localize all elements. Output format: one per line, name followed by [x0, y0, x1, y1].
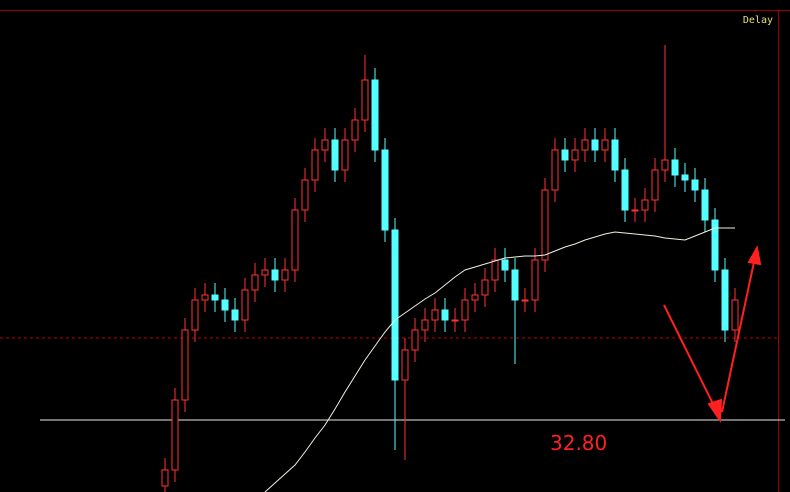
candle-body — [521, 299, 529, 302]
candle-body — [321, 139, 329, 151]
candle-body — [581, 139, 589, 151]
candle-body — [161, 469, 169, 487]
candle-body — [431, 309, 439, 321]
candle-body — [361, 79, 369, 121]
candle-body — [191, 299, 199, 331]
candle-body — [631, 209, 639, 212]
candle-body — [171, 399, 179, 471]
moving-average — [264, 227, 735, 492]
candle-body — [401, 349, 409, 381]
candle-body — [471, 294, 479, 301]
candle-body — [561, 149, 569, 161]
support-label: 32.80 — [550, 431, 607, 455]
candle-body — [281, 269, 289, 281]
candle-body — [301, 179, 309, 211]
candle-body — [381, 149, 389, 231]
candle-body — [241, 289, 249, 321]
candle-body — [661, 159, 669, 171]
candle-body — [721, 269, 729, 331]
candle-body — [501, 259, 509, 271]
arrow-line — [721, 261, 755, 413]
candle-body — [491, 259, 499, 281]
candle-body — [681, 174, 689, 181]
candle-body — [311, 149, 319, 181]
candle-body — [421, 319, 429, 331]
candle-body — [701, 189, 709, 221]
candle-body — [181, 329, 189, 401]
candle-body — [711, 219, 719, 271]
candle-body — [441, 309, 449, 321]
candle-body — [671, 159, 679, 176]
arrows — [663, 245, 762, 424]
candle-body — [291, 209, 299, 271]
candle-body — [571, 149, 579, 161]
candle-body — [221, 299, 229, 311]
candle-body — [611, 139, 619, 171]
candle-body — [351, 119, 359, 141]
candle-body — [271, 269, 279, 281]
candle-body — [731, 299, 739, 331]
candle-body — [391, 229, 399, 381]
candle-body — [601, 139, 609, 151]
candle-body — [511, 269, 519, 301]
candle-body — [251, 274, 259, 291]
candle-body — [551, 149, 559, 191]
candle-body — [371, 79, 379, 151]
candle-body — [461, 299, 469, 321]
arrow-head — [747, 245, 762, 266]
candle-body — [341, 139, 349, 171]
candle-body — [651, 169, 659, 201]
candle-body — [211, 294, 219, 301]
candle-body — [201, 294, 209, 301]
candle-body — [411, 329, 419, 351]
candle-body — [531, 259, 539, 301]
candle-body — [641, 199, 649, 211]
candle-body — [541, 189, 549, 261]
candle-body — [331, 139, 339, 171]
candle-body — [691, 179, 699, 191]
status-label: Delay — [743, 15, 773, 26]
candle-body — [621, 169, 629, 211]
candle-body — [481, 279, 489, 296]
arrow-head — [707, 398, 723, 424]
candle-body — [591, 139, 599, 151]
candle-body — [451, 319, 459, 322]
arrow-line — [663, 304, 717, 411]
candle-body — [261, 269, 269, 276]
candle-body — [231, 309, 239, 321]
